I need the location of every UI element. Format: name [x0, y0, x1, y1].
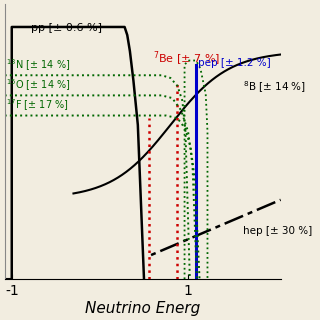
X-axis label: Neutrino Energ: Neutrino Energ: [85, 301, 200, 316]
Text: $^7$Be [± 7 %]: $^7$Be [± 7 %]: [153, 50, 220, 68]
Text: $^{13}$N [± 14 %]: $^{13}$N [± 14 %]: [6, 57, 71, 73]
Text: pep [± 1.2 %]: pep [± 1.2 %]: [198, 58, 270, 68]
Text: $^{17}$F [± 17 %]: $^{17}$F [± 17 %]: [6, 97, 69, 113]
Text: $^8$B [± 14 %]: $^8$B [± 14 %]: [243, 79, 306, 95]
Text: pp [± 0.6 %]: pp [± 0.6 %]: [31, 23, 102, 33]
Text: hep [± 30 %]: hep [± 30 %]: [243, 226, 312, 236]
Text: $^{15}$O [± 14 %]: $^{15}$O [± 14 %]: [6, 77, 71, 93]
